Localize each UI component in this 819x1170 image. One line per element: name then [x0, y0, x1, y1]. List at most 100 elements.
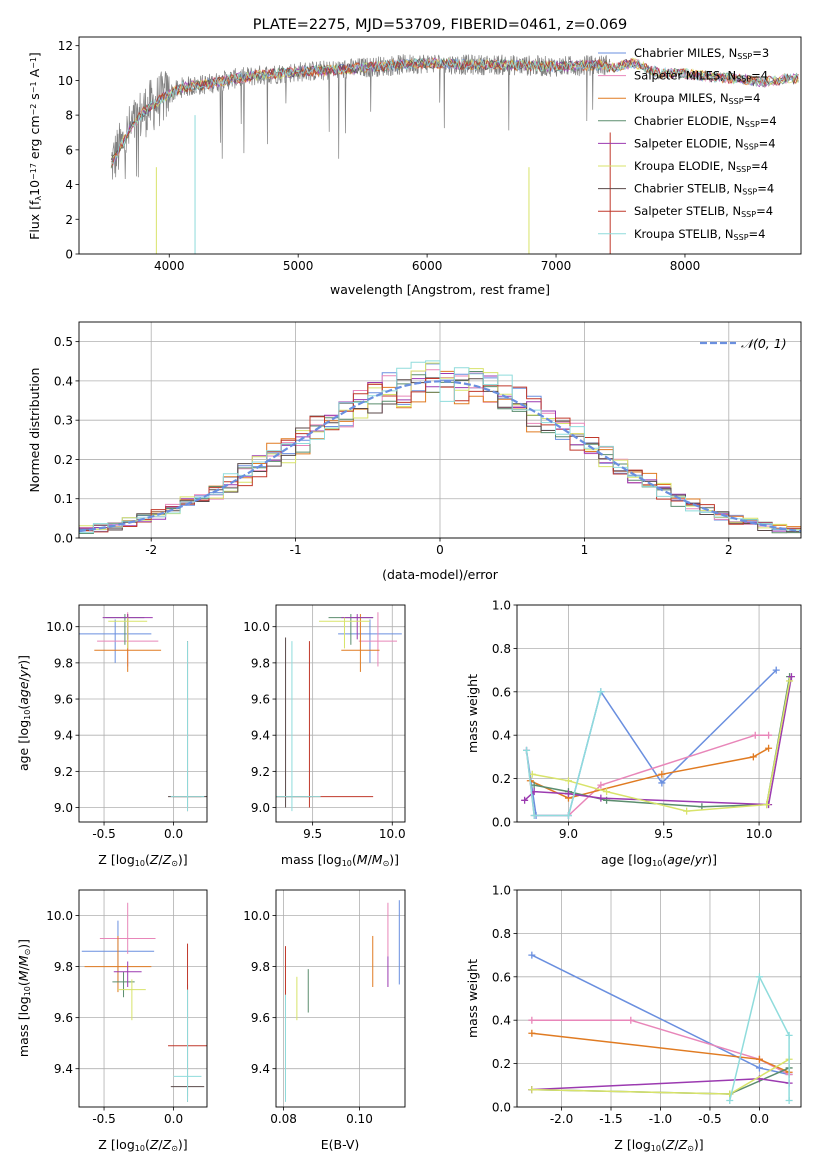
weight-marker [726, 1096, 734, 1104]
y-tick-label: 9.6 [251, 693, 270, 707]
label-part: =4 [744, 91, 761, 105]
label-part: Flux [f [27, 200, 42, 240]
label-part: =4 [749, 227, 766, 241]
x-tick-label: 9.0 [559, 827, 578, 841]
y-tick-label: 9.8 [54, 656, 73, 670]
weight-marker [528, 951, 536, 959]
weight-marker [523, 746, 531, 754]
x-tick-label: -0.5 [92, 1112, 115, 1126]
weight-marker [597, 794, 605, 802]
label-part: s [27, 93, 42, 104]
y-tick-label: 0.5 [54, 335, 73, 349]
weight-marker [528, 1016, 536, 1024]
weight-marker [564, 790, 572, 798]
weight-marker [658, 779, 666, 787]
axes-frame [516, 889, 802, 1108]
y-tick-label: 0.6 [492, 685, 511, 699]
x-tick-label: 1 [581, 543, 589, 557]
y-tick-label: 0.8 [492, 927, 511, 941]
label-part: Z [162, 1137, 172, 1152]
label-part: Z [678, 1137, 688, 1152]
label-part: ( [145, 1137, 150, 1152]
label-part: ( [145, 852, 150, 867]
label-part: ( [661, 1137, 666, 1152]
x-tick-label: 0.0 [750, 1112, 769, 1126]
weight-marker [530, 781, 538, 789]
y-tick-label: 10 [58, 74, 73, 88]
x-tick-label: -0.5 [92, 827, 115, 841]
weight-marker [787, 673, 795, 681]
label-part: M [16, 955, 31, 966]
spectrum-plot-area [110, 54, 799, 254]
observed-spectrum [110, 54, 611, 180]
x-axis-label: mass [log10(M/M⊙)] [281, 852, 399, 868]
label-part: / [16, 676, 31, 681]
weight-marker [683, 807, 691, 815]
x-tick-label: 4000 [154, 259, 185, 273]
x-axis-label: Z [log10(Z/Z⊙)] [614, 1137, 703, 1153]
y-axis-label: Normed distribution [27, 368, 42, 493]
x-tick-label: 0.10 [346, 1112, 373, 1126]
label-part: Chabrier ELODIE, N [634, 114, 745, 128]
label-part: Kroupa MILES, N [634, 91, 729, 105]
label-part: age [log [16, 720, 31, 771]
label-part: =4 [751, 69, 768, 83]
x-tick-label: -0.5 [698, 1112, 721, 1126]
x-axis-label: wavelength [Angstrom, rest frame] [330, 282, 550, 297]
label-part: erg cm [27, 116, 42, 164]
label-part: / [674, 1137, 679, 1152]
label-part: )] [694, 1137, 704, 1152]
axes-frame [78, 604, 208, 823]
x-axis-label: Z [log10(Z/Z⊙)] [98, 1137, 187, 1153]
label-part: Z [162, 852, 172, 867]
label-part: 10 [135, 1144, 145, 1153]
y-tick-label: 0.6 [492, 970, 511, 984]
label-part: / [158, 852, 163, 867]
label-part: Z [149, 1137, 159, 1152]
y-tick-label: 0.8 [492, 642, 511, 656]
x-tick-label: 10.0 [746, 827, 773, 841]
weight-marker [785, 1031, 793, 1039]
y-tick-label: 9.8 [251, 656, 270, 670]
weight-marker [763, 801, 771, 809]
x-tick-label: 6000 [412, 259, 443, 273]
x-tick-label: 7000 [541, 259, 572, 273]
label-part: =3 [752, 46, 769, 60]
y-tick-label: 9.0 [251, 801, 270, 815]
weight-line [534, 676, 791, 808]
label-part: M [357, 852, 368, 867]
weight-marker [564, 777, 572, 785]
weight-marker [528, 1086, 536, 1094]
x-tick-label: -2 [145, 543, 157, 557]
axes-frame [275, 889, 406, 1108]
x-tick-label: 2 [725, 543, 733, 557]
label-part: ( [16, 981, 31, 986]
label-part: 10 [342, 859, 352, 868]
y-tick-label: 9.8 [251, 960, 270, 974]
y-tick-label: 9.2 [251, 765, 270, 779]
label-part: / [16, 965, 31, 970]
weight-marker [564, 811, 572, 819]
legend-entry: Kroupa ELODIE, NSSP=4 [634, 159, 768, 174]
legend-entry: Salpeter ELODIE, NSSP=4 [634, 136, 776, 151]
label-part: Salpeter STELIB, N [634, 204, 741, 218]
x-axis-label: Z [log10(Z/Z⊙)] [98, 852, 187, 868]
errorbar-plot-area [284, 900, 400, 1102]
x-tick-label: 9.5 [654, 827, 673, 841]
label-part: ⊙ [383, 859, 390, 868]
model-spectrum-line [110, 57, 799, 165]
weight-marker [603, 788, 611, 796]
x-tick-label: 8000 [670, 259, 701, 273]
label-part: ] [27, 52, 42, 57]
y-tick-label: 2 [65, 213, 73, 227]
label-part: 10 [23, 986, 32, 996]
weight-marker [658, 770, 666, 778]
label-part: / [691, 852, 696, 867]
label-part: 10 [135, 859, 145, 868]
weight-plot-area [528, 951, 793, 1104]
y-tick-label: 9.8 [54, 960, 73, 974]
label-part: )] [178, 1137, 188, 1152]
weight-line [729, 974, 790, 1101]
label-part: )] [16, 655, 31, 665]
